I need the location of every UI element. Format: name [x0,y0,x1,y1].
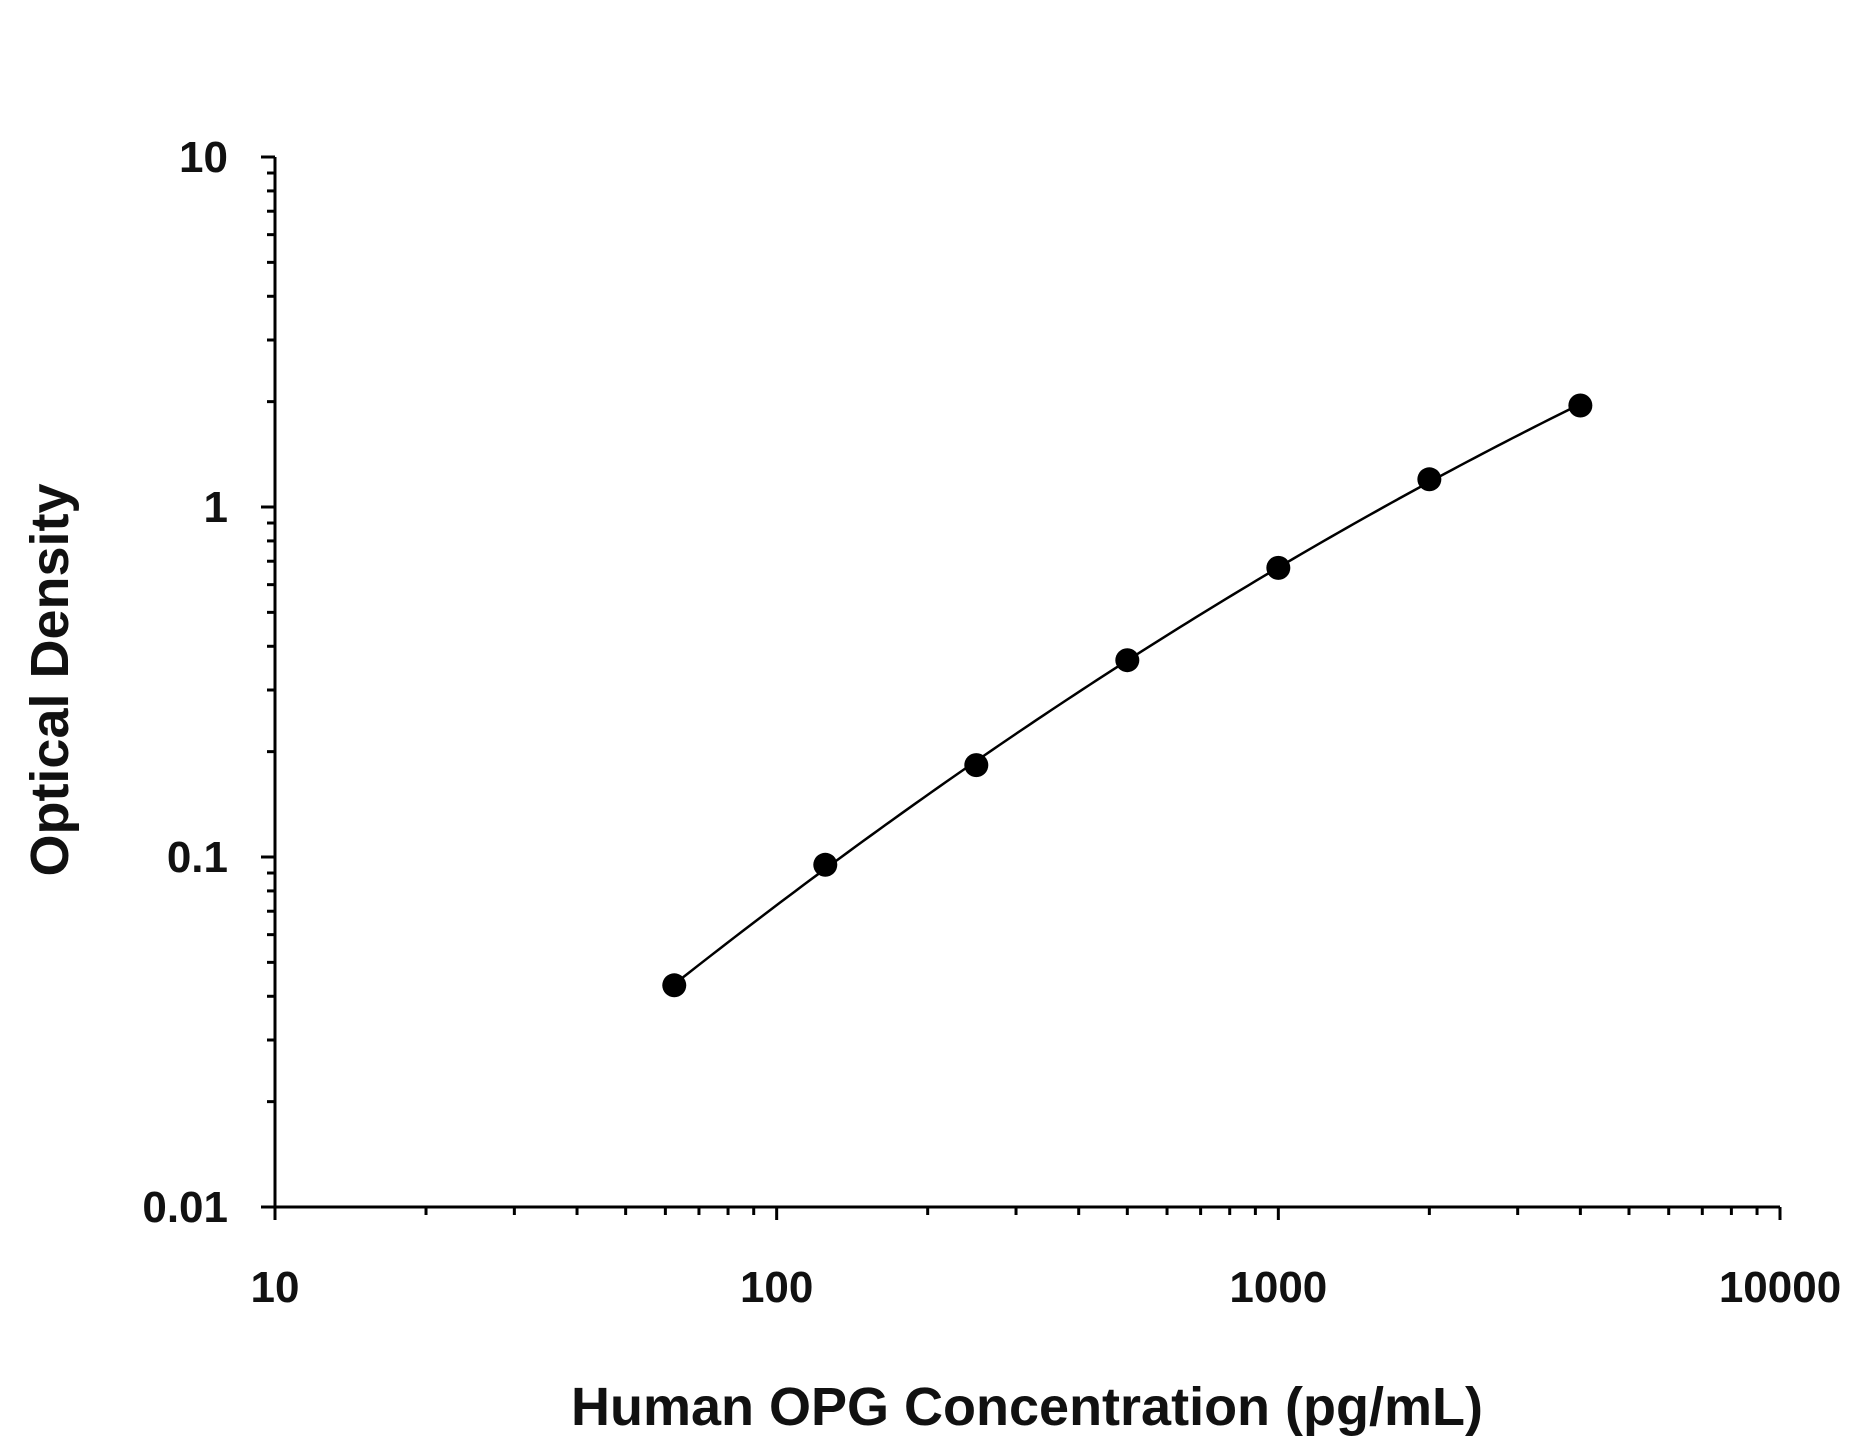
x-tick-label: 10000 [1719,1263,1841,1312]
y-tick-label: 0.1 [167,833,228,882]
y-tick-label: 0.01 [142,1183,228,1232]
data-point [1266,555,1291,580]
axis-ticks [261,155,1782,1220]
y-axis-title: Optical Density [20,483,80,876]
y-tick-label: 1 [204,483,228,532]
data-point [662,973,687,998]
x-tick-label: 10 [251,1263,300,1312]
y-tick-label: 10 [179,133,228,182]
fit-curve [673,402,1581,986]
data-point [1568,393,1593,418]
x-axis-title: Human OPG Concentration (pg/mL) [571,1377,1483,1437]
data-point [813,852,838,877]
data-point [1417,467,1442,492]
tick-labels: 10 100 1000 10000 0.01 0.1 1 10 [142,133,1841,1312]
data-point [964,753,989,778]
axes [273,157,1780,1209]
data-point [1115,648,1140,673]
x-tick-label: 100 [740,1263,813,1312]
x-tick-label: 1000 [1229,1263,1327,1312]
data-points [662,393,1593,998]
fit-curve-layer [673,402,1581,986]
